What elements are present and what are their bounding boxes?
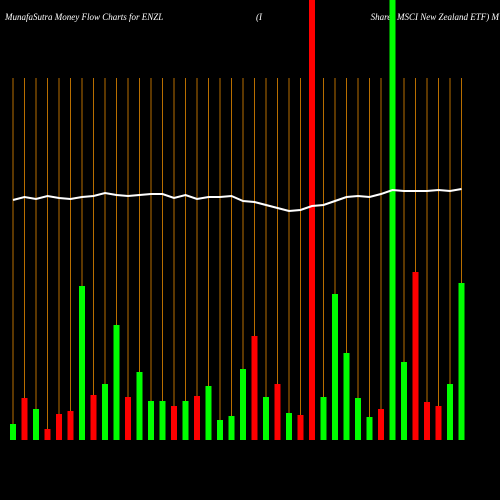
- bar: [458, 283, 465, 440]
- bar: [113, 325, 120, 440]
- chart-subtitle: (I: [256, 12, 263, 22]
- bar: [263, 397, 269, 440]
- bar: [159, 401, 166, 440]
- bar: [228, 416, 235, 440]
- bar: [125, 397, 131, 440]
- bar: [194, 396, 200, 440]
- bar: [286, 413, 292, 440]
- bar: [44, 429, 51, 440]
- chart-subtitle: Shares MSCI New Zealand ETF) M: [371, 12, 500, 22]
- bar: [182, 401, 189, 440]
- bar: [171, 406, 177, 440]
- bar: [435, 406, 442, 440]
- bar: [320, 397, 327, 440]
- line: [12, 188, 462, 213]
- bar: [217, 420, 223, 440]
- bar: [205, 386, 212, 440]
- chart-title: MunafaSutra Money Flow Charts for ENZL: [4, 12, 163, 22]
- bar: [79, 286, 85, 440]
- bar: [21, 398, 28, 440]
- bar: [90, 395, 97, 440]
- bar: [33, 409, 39, 440]
- bar: [378, 409, 384, 440]
- bar: [10, 424, 16, 440]
- bar: [424, 402, 430, 440]
- bar: [240, 369, 246, 440]
- bar: [343, 353, 350, 440]
- bar: [309, 0, 315, 440]
- bar: [332, 294, 338, 440]
- bar: [447, 384, 453, 440]
- bar: [67, 411, 74, 440]
- bar: [297, 415, 304, 440]
- bar: [56, 414, 62, 440]
- bar: [102, 384, 108, 440]
- bar: [136, 372, 143, 440]
- bar: [274, 384, 281, 440]
- bar: [412, 272, 419, 440]
- bar: [148, 401, 154, 440]
- bar: [401, 362, 407, 440]
- bar: [389, 0, 396, 440]
- bar: [366, 417, 373, 440]
- bar: [355, 398, 361, 440]
- bar: [251, 336, 258, 440]
